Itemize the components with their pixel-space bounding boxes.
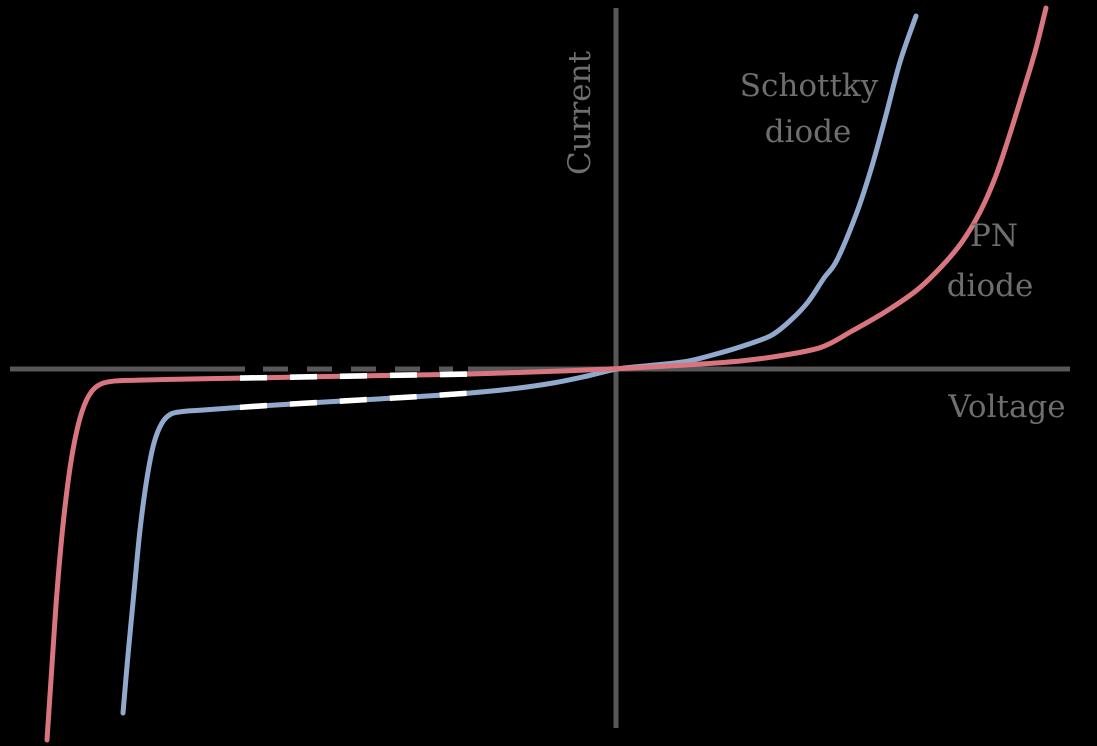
pn-curve-break-dashes [239, 371, 469, 381]
pn-curve [44, 5, 1049, 743]
schottky-curve [120, 13, 919, 716]
schottky-curve-break-dashes [239, 390, 469, 411]
schottky-label-line2: diode [765, 114, 852, 150]
y-axis-label: Current [562, 50, 598, 175]
schottky-label-line1: Schottky [740, 68, 879, 104]
pn-label-line2: diode [947, 268, 1034, 304]
x-axis-label: Voltage [947, 389, 1065, 425]
pn-label-line1: PN [970, 218, 1018, 254]
